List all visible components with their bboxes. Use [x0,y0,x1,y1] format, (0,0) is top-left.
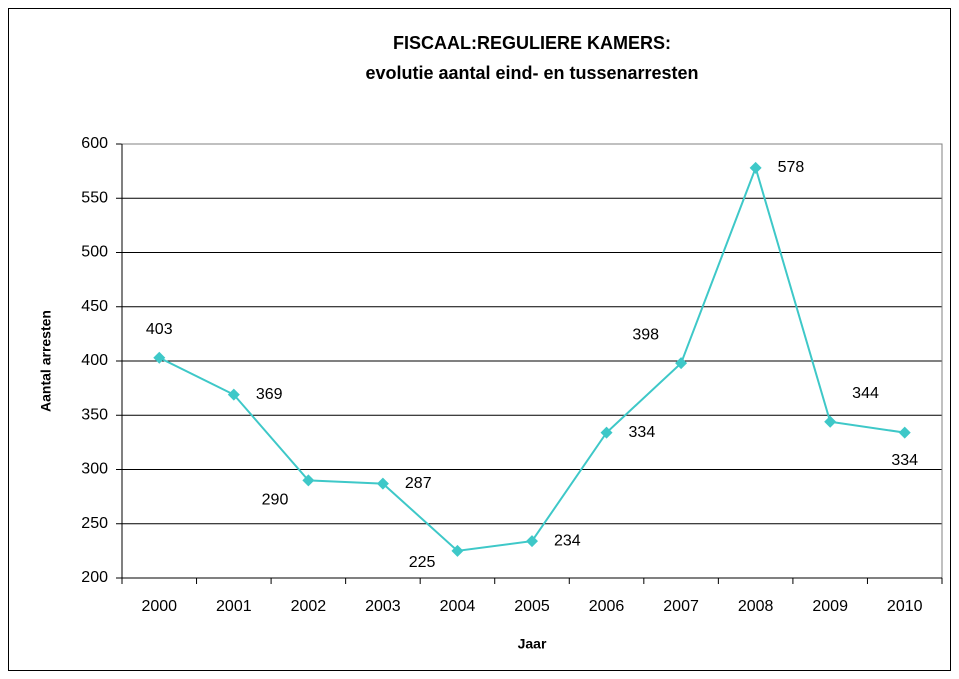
data-point [749,161,762,174]
x-tick-label: 2004 [440,598,476,615]
y-tick-label: 500 [81,244,108,261]
y-tick-label: 300 [81,461,108,478]
data-label: 290 [262,492,289,509]
data-label: 334 [629,424,656,441]
x-tick-label: 2009 [812,598,848,615]
data-point [600,426,613,439]
data-point [824,415,837,428]
y-tick-label: 200 [81,569,108,586]
chart-subtitle: evolutie aantal eind- en tussenarresten [365,63,698,83]
data-point [153,351,166,364]
x-tick-label: 2002 [291,598,327,615]
x-tick-label: 2008 [738,598,774,615]
data-point [526,535,538,548]
data-label: 334 [891,452,918,469]
y-tick-label: 400 [81,352,108,369]
y-tick-label: 250 [81,515,108,532]
x-tick-label: 2006 [589,598,625,615]
data-point [376,477,389,490]
data-point [227,388,240,401]
y-tick-label: 600 [81,135,108,152]
data-point [302,474,315,487]
x-tick-label: 2000 [141,598,177,615]
data-label: 578 [778,159,805,176]
data-label: 225 [409,554,436,571]
data-point [675,357,688,370]
data-label: 234 [554,532,581,549]
data-label: 398 [632,326,659,343]
data-label: 287 [405,475,432,492]
x-tick-label: 2010 [887,598,923,615]
data-label: 403 [146,321,173,338]
x-tick-label: 2005 [514,598,550,615]
x-tick-label: 2001 [216,598,252,615]
data-point [451,544,464,557]
y-axis-title: Aantal arresten [38,310,54,412]
x-axis-title: Jaar [518,636,547,652]
x-tick-label: 2003 [365,598,401,615]
y-tick-label: 350 [81,406,108,423]
data-label: 369 [256,386,283,403]
y-tick-label: 450 [81,298,108,315]
x-tick-label: 2007 [663,598,699,615]
chart-title: FISCAAL:REGULIERE KAMERS: [393,33,671,53]
data-label: 344 [852,385,879,402]
chart-border [8,8,951,671]
data-point [898,426,911,439]
y-tick-label: 550 [81,189,108,206]
